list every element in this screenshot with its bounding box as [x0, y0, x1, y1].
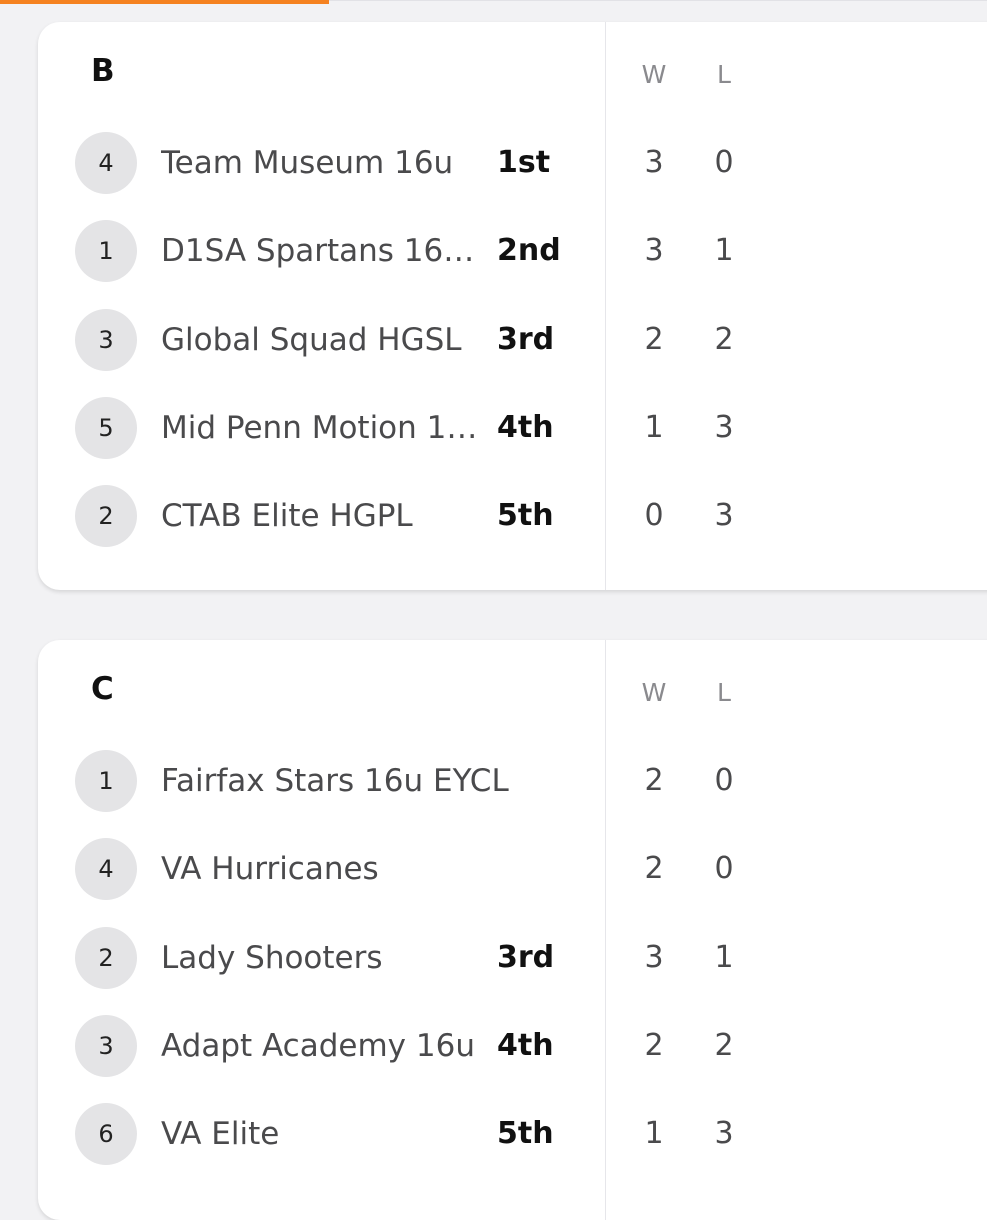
team-row[interactable]: 5 Mid Penn Motion 1… 4th 1 3	[38, 386, 987, 474]
place-label: 5th	[497, 498, 554, 533]
losses-value: 2	[714, 1028, 734, 1063]
seed-badge: 3	[75, 309, 137, 371]
team-name[interactable]: Team Museum 16u	[161, 145, 454, 181]
losses-value: 0	[714, 851, 734, 886]
wins-value: 2	[644, 322, 664, 357]
group-card-c: C W L 1 Fairfax Stars 16u EYCL 2 0 4 VA …	[38, 640, 987, 1220]
wins-value: 3	[644, 145, 664, 180]
place-label: 3rd	[497, 322, 555, 357]
team-row[interactable]: 1 D1SA Spartans 16u… 2nd 3 1	[38, 209, 987, 297]
wins-value: 2	[644, 763, 664, 798]
team-row[interactable]: 1 Fairfax Stars 16u EYCL 2 0	[38, 739, 987, 827]
place-label: 4th	[497, 1028, 554, 1063]
seed-badge: 2	[75, 485, 137, 547]
team-name[interactable]: Mid Penn Motion 1…	[161, 410, 478, 446]
team-row[interactable]: 4 VA Hurricanes 2 0	[38, 827, 987, 915]
group-title: C	[91, 671, 114, 707]
team-name[interactable]: CTAB Elite HGPL	[161, 498, 413, 534]
team-name[interactable]: VA Elite	[161, 1116, 280, 1152]
team-name[interactable]: VA Hurricanes	[161, 851, 379, 887]
active-tab-indicator	[0, 0, 329, 4]
losses-value: 2	[714, 322, 734, 357]
seed-badge: 3	[75, 1015, 137, 1077]
seed-badge: 5	[75, 397, 137, 459]
team-row[interactable]: 6 VA Elite 5th 1 3	[38, 1092, 987, 1180]
place-label: 2nd	[497, 233, 561, 268]
seed-badge: 2	[75, 927, 137, 989]
wins-value: 1	[644, 410, 664, 445]
losses-value: 1	[714, 940, 734, 975]
seed-badge: 4	[75, 132, 137, 194]
place-label: 3rd	[497, 940, 555, 975]
seed-badge: 4	[75, 838, 137, 900]
seed-badge: 1	[75, 220, 137, 282]
wins-value: 3	[644, 233, 664, 268]
team-name[interactable]: Global Squad HGSL	[161, 322, 462, 358]
column-divider	[605, 22, 606, 590]
group-card-b: B W L 4 Team Museum 16u 1st 3 0 1 D1SA S…	[38, 22, 987, 590]
losses-value: 0	[714, 145, 734, 180]
team-name[interactable]: Adapt Academy 16u	[161, 1028, 475, 1064]
group-title: B	[91, 53, 115, 89]
tab-bar-divider	[0, 0, 987, 1]
team-name[interactable]: D1SA Spartans 16u…	[161, 233, 491, 269]
team-row[interactable]: 3 Adapt Academy 16u 4th 2 2	[38, 1004, 987, 1092]
losses-header: L	[717, 60, 731, 89]
wins-value: 3	[644, 940, 664, 975]
team-row[interactable]: 4 Team Museum 16u 1st 3 0	[38, 121, 987, 209]
losses-value: 3	[714, 498, 734, 533]
team-row[interactable]: 2 CTAB Elite HGPL 5th 0 3	[38, 474, 987, 562]
wins-value: 2	[644, 1028, 664, 1063]
wins-value: 0	[644, 498, 664, 533]
wins-value: 1	[644, 1116, 664, 1151]
place-label: 5th	[497, 1116, 554, 1151]
column-divider	[605, 640, 606, 1220]
team-name[interactable]: Lady Shooters	[161, 940, 383, 976]
seed-badge: 6	[75, 1103, 137, 1165]
seed-badge: 1	[75, 750, 137, 812]
losses-value: 3	[714, 410, 734, 445]
losses-value: 0	[714, 763, 734, 798]
wins-header: W	[641, 60, 667, 89]
losses-value: 3	[714, 1116, 734, 1151]
losses-header: L	[717, 678, 731, 707]
place-label: 4th	[497, 410, 554, 445]
place-label: 1st	[497, 145, 551, 180]
losses-value: 1	[714, 233, 734, 268]
team-name[interactable]: Fairfax Stars 16u EYCL	[161, 763, 509, 799]
wins-header: W	[641, 678, 667, 707]
team-row[interactable]: 2 Lady Shooters 3rd 3 1	[38, 916, 987, 1004]
wins-value: 2	[644, 851, 664, 886]
team-row[interactable]: 3 Global Squad HGSL 3rd 2 2	[38, 298, 987, 386]
